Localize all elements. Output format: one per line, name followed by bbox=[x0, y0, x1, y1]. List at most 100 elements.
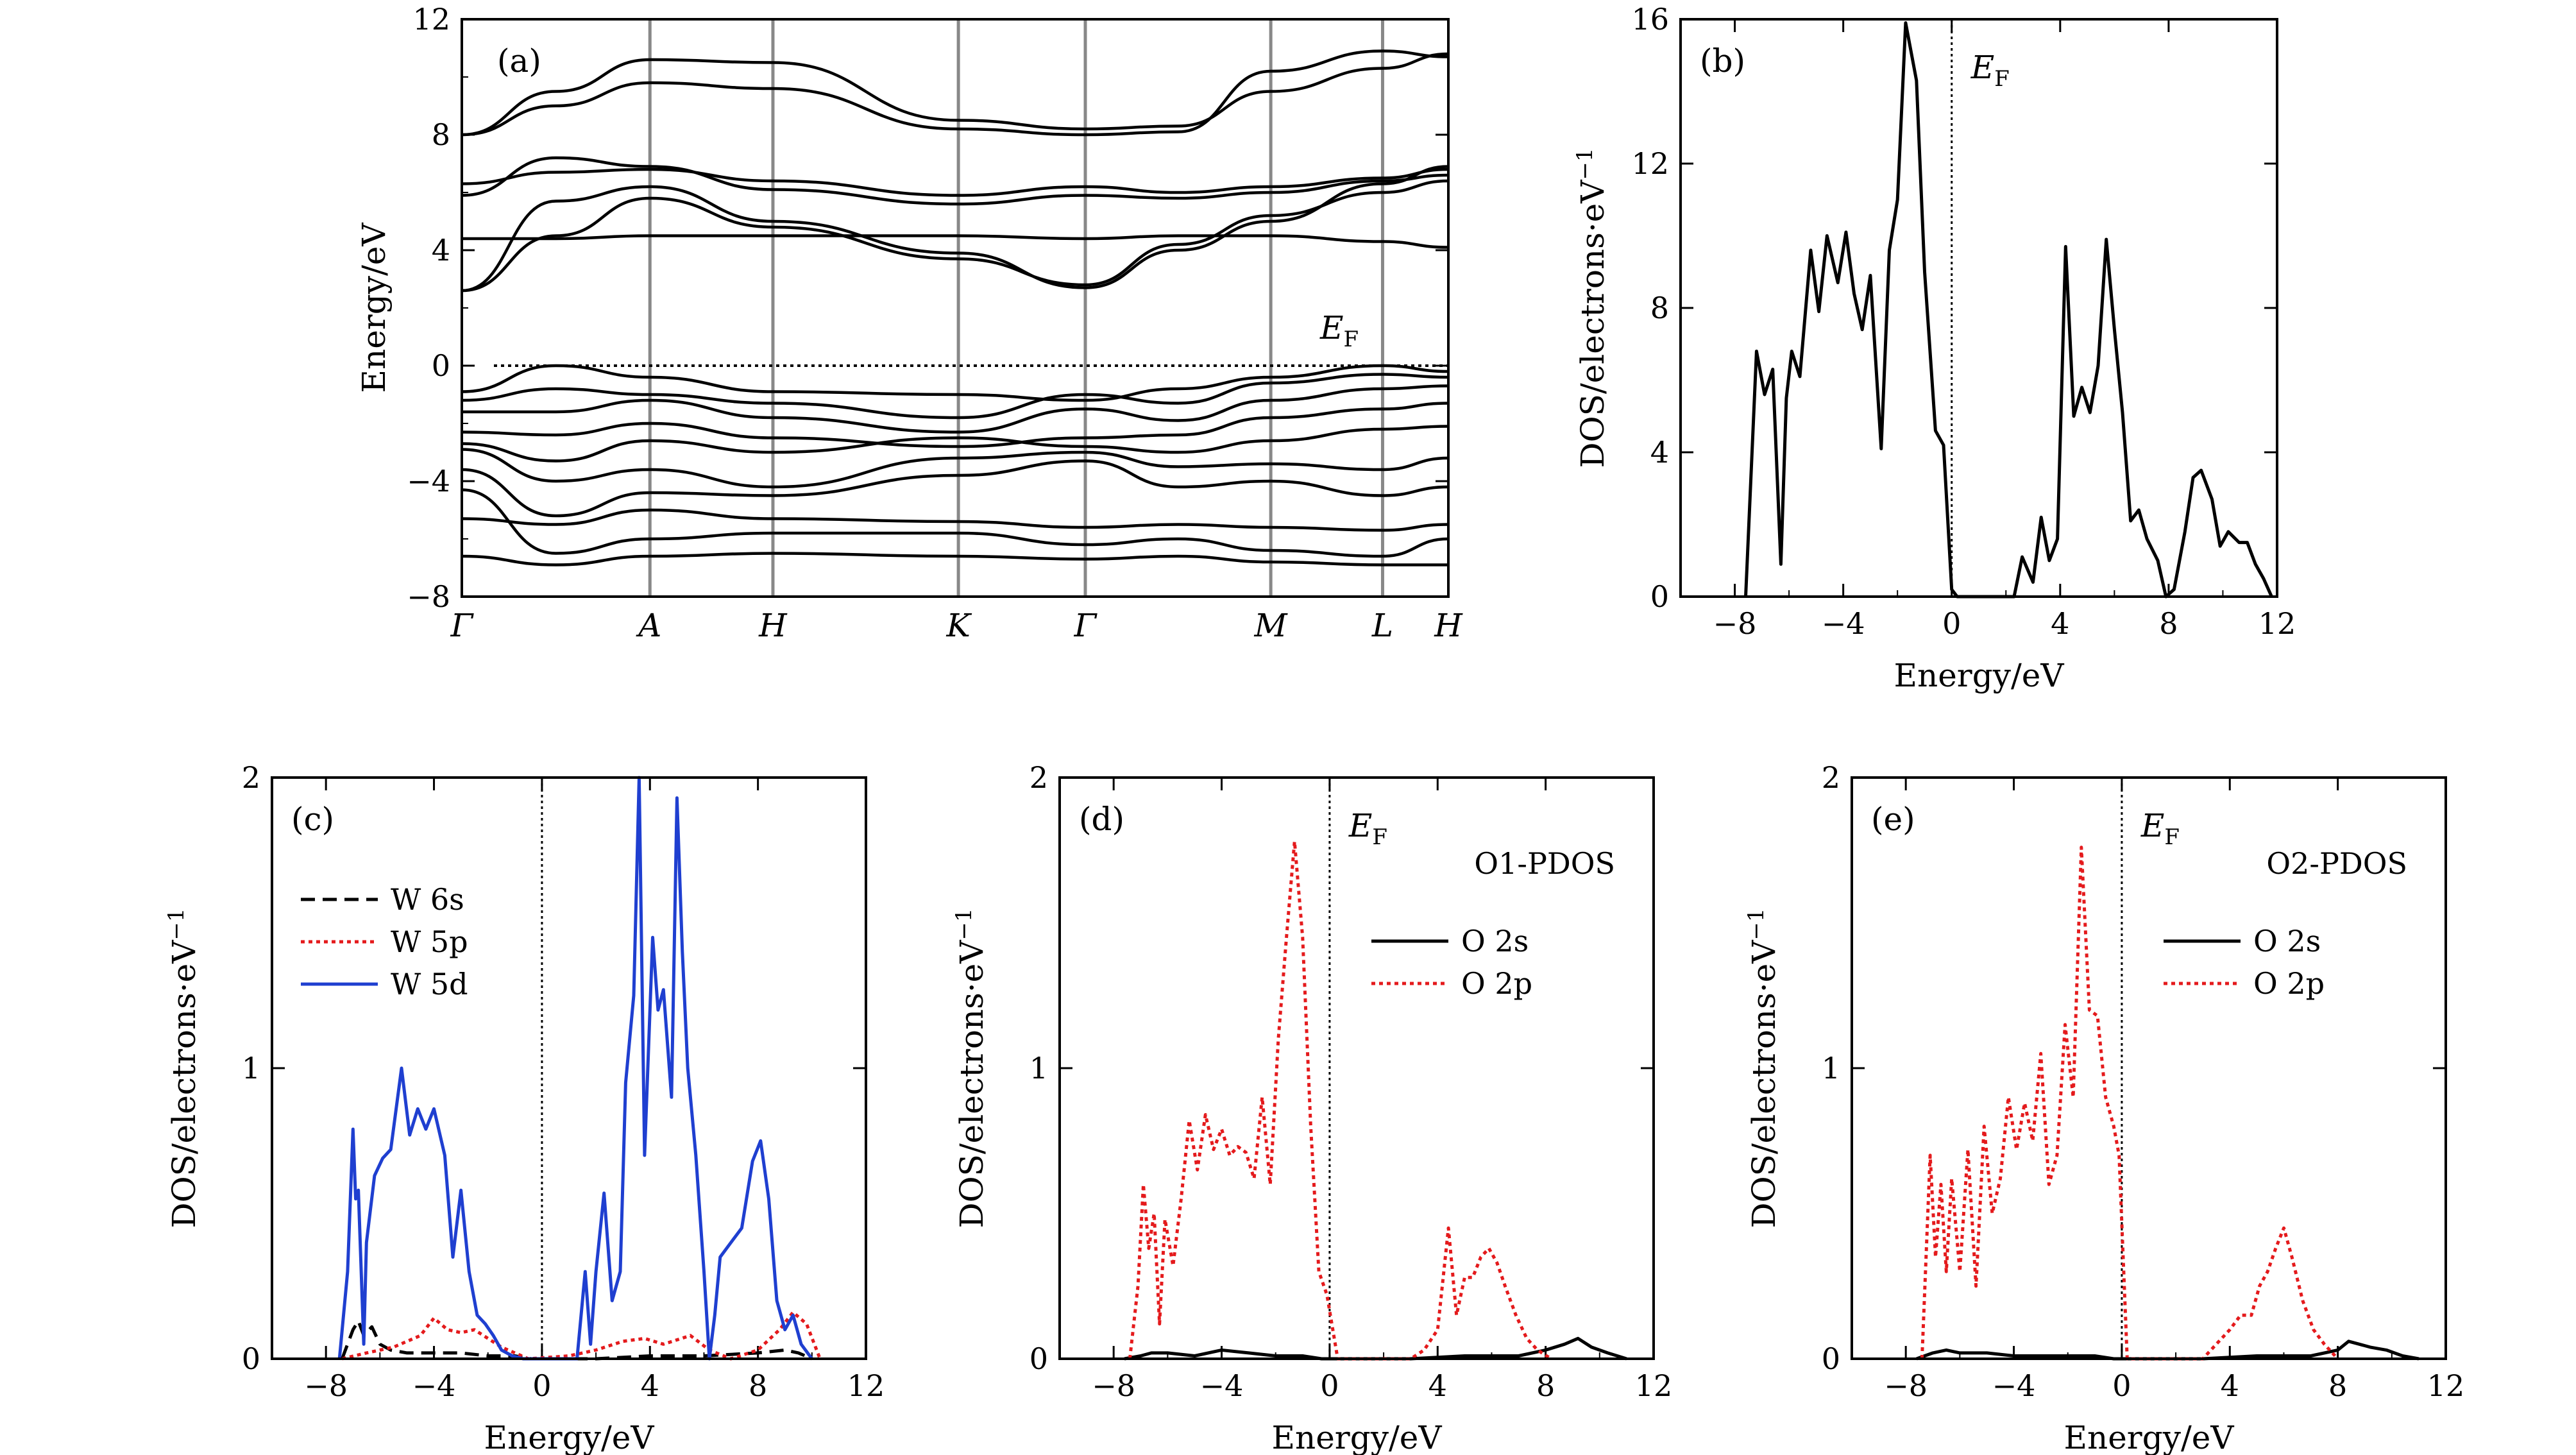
panel-e-xtick-label: 8 bbox=[2328, 1368, 2347, 1403]
panel-a-ytick-label: −4 bbox=[407, 464, 450, 498]
panel-e-ylabel-sup: −1 bbox=[1743, 908, 1769, 940]
panel-c-frame bbox=[271, 776, 867, 1360]
panel-e-ytick-label: 0 bbox=[1822, 1341, 1840, 1376]
panel-e-xtick-label: 0 bbox=[2112, 1368, 2131, 1403]
panel-a-ytick-label: 4 bbox=[432, 233, 450, 268]
panel-b-frame bbox=[1679, 18, 2278, 598]
panel-a-kpoint-label: L bbox=[1371, 607, 1393, 644]
panel-e-frame bbox=[1851, 776, 2447, 1360]
panel-b-xtick-label: 4 bbox=[2051, 606, 2069, 641]
panel-a-fermi-label-sub: F bbox=[1344, 327, 1359, 352]
panel-c-xtick-label: 4 bbox=[641, 1368, 659, 1403]
panel-a-ytick-label: 0 bbox=[432, 348, 450, 383]
panel-e-label: (e) bbox=[1871, 801, 1915, 838]
panel-e-xtick-label: −8 bbox=[1884, 1368, 1928, 1403]
panel-b-xtick-label: −4 bbox=[1822, 606, 1865, 641]
panel-e-fermi-label-sub: F bbox=[2164, 824, 2180, 850]
panel-a-band-9 bbox=[462, 384, 1449, 434]
panel-c-ytick-label: 1 bbox=[242, 1051, 260, 1085]
panel-a-band-2 bbox=[461, 167, 1449, 197]
panel-b-xtick-label: −8 bbox=[1713, 606, 1757, 641]
panel-a-band-0 bbox=[461, 49, 1449, 137]
panel-d-xlabel: Energy/eV bbox=[1272, 1419, 1443, 1455]
panel-d-xtick-label: 4 bbox=[1428, 1368, 1447, 1403]
panel-c-xtick-label: 0 bbox=[532, 1368, 551, 1403]
panel-e-fermi-label: EF bbox=[2140, 807, 2180, 850]
panel-a-ytick-label: 8 bbox=[432, 117, 450, 152]
panel-d-ylabel-text: DOS/electrons·eV bbox=[953, 940, 990, 1229]
panel-d-title: O1-PDOS bbox=[1474, 846, 1615, 881]
panel-a-band-7 bbox=[461, 364, 1449, 402]
panel-c-ytick-label: 0 bbox=[242, 1341, 260, 1376]
panel-a-band-1 bbox=[461, 52, 1449, 137]
panel-b-ytick-label: 12 bbox=[1631, 146, 1669, 181]
panel-b-series-0 bbox=[1744, 21, 2273, 599]
panel-a-band-16 bbox=[461, 552, 1448, 566]
panel-a-frame bbox=[461, 18, 1450, 598]
panel-e-xtick-label: −4 bbox=[1992, 1368, 2036, 1403]
panel-d-ylabel: DOS/electrons·eV−1 bbox=[951, 908, 990, 1228]
panel-d-xtick-label: 0 bbox=[1320, 1368, 1339, 1403]
panel-e-legend-label: O 2p bbox=[2253, 966, 2325, 1001]
panel-d-fermi-label-sub: F bbox=[1372, 824, 1387, 850]
panel-a-kpoint-label: K bbox=[945, 607, 972, 644]
panel-b-fermi-label-sub: F bbox=[1994, 66, 2010, 92]
panel-a-band-8 bbox=[461, 373, 1449, 420]
panel-c-ytick-label: 2 bbox=[242, 760, 260, 795]
panel-b-ytick-label: 0 bbox=[1650, 579, 1669, 614]
panel-b-ylabel: DOS/electrons·eV−1 bbox=[1572, 148, 1611, 468]
panel-c-xtick-label: 8 bbox=[749, 1368, 767, 1403]
panel-d-ytick-label: 0 bbox=[1030, 1341, 1048, 1376]
panel-b-ytick-label: 16 bbox=[1631, 2, 1669, 37]
panel-b-label: (b) bbox=[1700, 42, 1745, 80]
panel-c-xtick-label: −8 bbox=[304, 1368, 348, 1403]
panel-b-xtick-label: 0 bbox=[1942, 606, 1961, 641]
panel-a-band-10 bbox=[461, 402, 1449, 448]
panel-b-xtick-label: 8 bbox=[2159, 606, 2178, 641]
panel-e-ytick-label: 2 bbox=[1822, 760, 1840, 795]
panel-d-ytick-label: 1 bbox=[1030, 1051, 1048, 1085]
panel-d-legend-label: O 2p bbox=[1461, 966, 1532, 1001]
panel-b-xlabel: Energy/eV bbox=[1894, 657, 2065, 694]
panel-c-w-pdos: −8 −4 0 4 8 12012(c)Energy/eVDOS/electrons·eV… bbox=[164, 760, 885, 1455]
panel-a-fermi-label: EF bbox=[1319, 309, 1359, 352]
panel-b-ylabel-sup: −1 bbox=[1572, 148, 1598, 180]
panel-c-xtick-label: 12 bbox=[847, 1368, 885, 1403]
panel-a-kpoint-label: Γ bbox=[450, 607, 475, 644]
panel-a-band-3 bbox=[461, 156, 1449, 206]
panel-c-legend-label: W 6s bbox=[391, 882, 464, 917]
panel-d-series-0 bbox=[1124, 1336, 1627, 1361]
panel-b-xtick-label: 12 bbox=[2258, 606, 2296, 641]
panel-b-ytick-label: 8 bbox=[1650, 291, 1669, 325]
panel-a-label: (a) bbox=[497, 42, 541, 80]
panel-c-series-2 bbox=[337, 776, 813, 1361]
panel-e-ylabel-text: DOS/electrons·eV bbox=[1745, 940, 1783, 1229]
panel-a-ylabel: Energy/eV bbox=[355, 223, 393, 393]
panel-b-total-dos: −8 −4 0 4 8 12 0 4 8 12 16 (b) Energy/eV DOS/electron… bbox=[1572, 2, 2296, 694]
panel-a-kpoint-label: A bbox=[636, 607, 661, 644]
panel-d-xtick-label: 12 bbox=[1635, 1368, 1673, 1403]
panel-e-o2-pdos: −8 −4 0 4 8 12012(e)Energy/eVDOS/electrons·eV… bbox=[1743, 760, 2464, 1455]
panel-a-band-13 bbox=[461, 459, 1449, 518]
panel-e-xtick-label: 12 bbox=[2427, 1368, 2465, 1403]
panel-d-label: (d) bbox=[1079, 801, 1124, 838]
panel-c-legend-label: W 5p bbox=[391, 924, 468, 959]
panel-d-xtick-label: 8 bbox=[1536, 1368, 1555, 1403]
panel-a-band-14 bbox=[461, 508, 1449, 532]
panel-a-band-5 bbox=[461, 179, 1449, 293]
panel-d-legend-label: O 2s bbox=[1461, 924, 1529, 958]
panel-e-legend-label: O 2s bbox=[2253, 924, 2321, 958]
panel-b-ylabel-text: DOS/electrons·eV bbox=[1574, 180, 1611, 468]
panel-e-fermi-label-main: E bbox=[2140, 807, 2165, 844]
panel-e-series-0 bbox=[1916, 1340, 2419, 1361]
panel-d-xtick-label: −4 bbox=[1200, 1368, 1244, 1403]
panel-e-ylabel: DOS/electrons·eV−1 bbox=[1743, 908, 1783, 1228]
panel-a-band-15 bbox=[461, 488, 1449, 558]
panel-d-frame bbox=[1058, 776, 1655, 1360]
panel-d-fermi-label-main: E bbox=[1348, 807, 1373, 844]
panel-c-ylabel-text: DOS/electrons·eV bbox=[165, 940, 203, 1229]
panel-e-xlabel: Energy/eV bbox=[2064, 1419, 2235, 1455]
panel-e-xtick-label: 4 bbox=[2221, 1368, 2239, 1403]
panel-e-ytick-label: 1 bbox=[1822, 1051, 1840, 1085]
